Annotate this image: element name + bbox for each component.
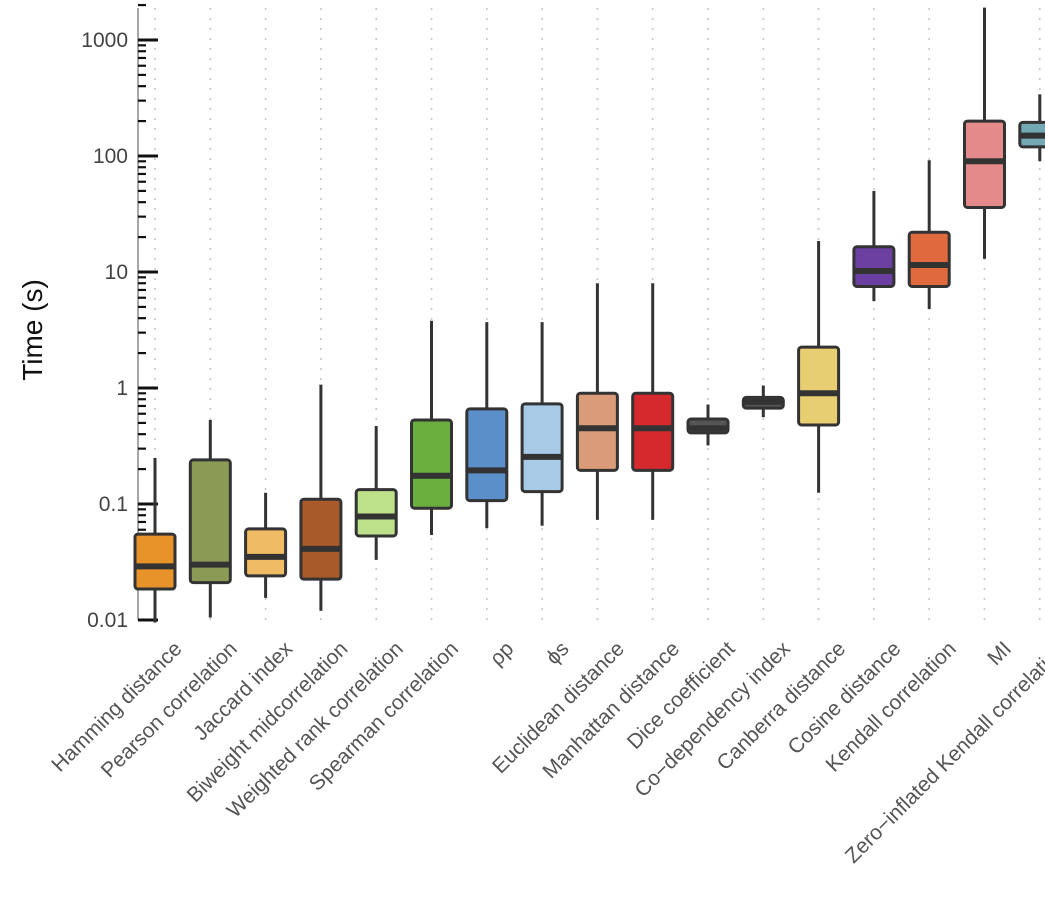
box-0 (133, 457, 177, 623)
box-iqr (133, 532, 177, 591)
box-11 (741, 385, 785, 418)
box-iqr (244, 527, 288, 578)
y-tick-label: 100 (93, 145, 128, 168)
box-7 (520, 322, 564, 526)
y-tick-label: 1 (116, 377, 128, 400)
category-label: ϕs (542, 637, 574, 669)
box-3 (299, 384, 343, 611)
box-2 (244, 492, 288, 598)
y-tick-label: 0.1 (99, 493, 128, 516)
box-iqr (520, 402, 564, 494)
box-iqr (354, 488, 398, 538)
box-15 (963, 7, 1006, 259)
box-6 (465, 322, 509, 529)
box-iqr (907, 230, 951, 288)
category-label: ρp (485, 637, 518, 670)
box-8 (575, 283, 619, 520)
box-iqr (410, 418, 453, 510)
category-label: MI (983, 637, 1016, 670)
box-iqr (852, 245, 896, 288)
box-iqr (631, 391, 675, 472)
y-tick-label: 0.01 (87, 609, 128, 632)
box-1 (188, 419, 232, 618)
box-iqr (465, 407, 509, 503)
boxes (133, 7, 1045, 623)
box-16 (1018, 94, 1045, 162)
box-14 (907, 160, 951, 309)
box-iqr (797, 345, 841, 427)
y-axis-title: Time (s) (17, 279, 48, 381)
box-iqr (299, 497, 343, 581)
box-4 (354, 426, 398, 560)
box-10 (686, 404, 730, 446)
box-5 (410, 320, 453, 536)
y-axis: 0.01 0.1 1 10 100 1000 (81, 3, 158, 632)
y-tick-label: 1000 (81, 29, 128, 52)
box-iqr (188, 458, 232, 585)
box-12 (797, 241, 841, 493)
box-9 (631, 283, 675, 520)
box-13 (852, 190, 896, 302)
box-iqr (575, 391, 619, 472)
y-tick-label: 10 (105, 261, 128, 284)
